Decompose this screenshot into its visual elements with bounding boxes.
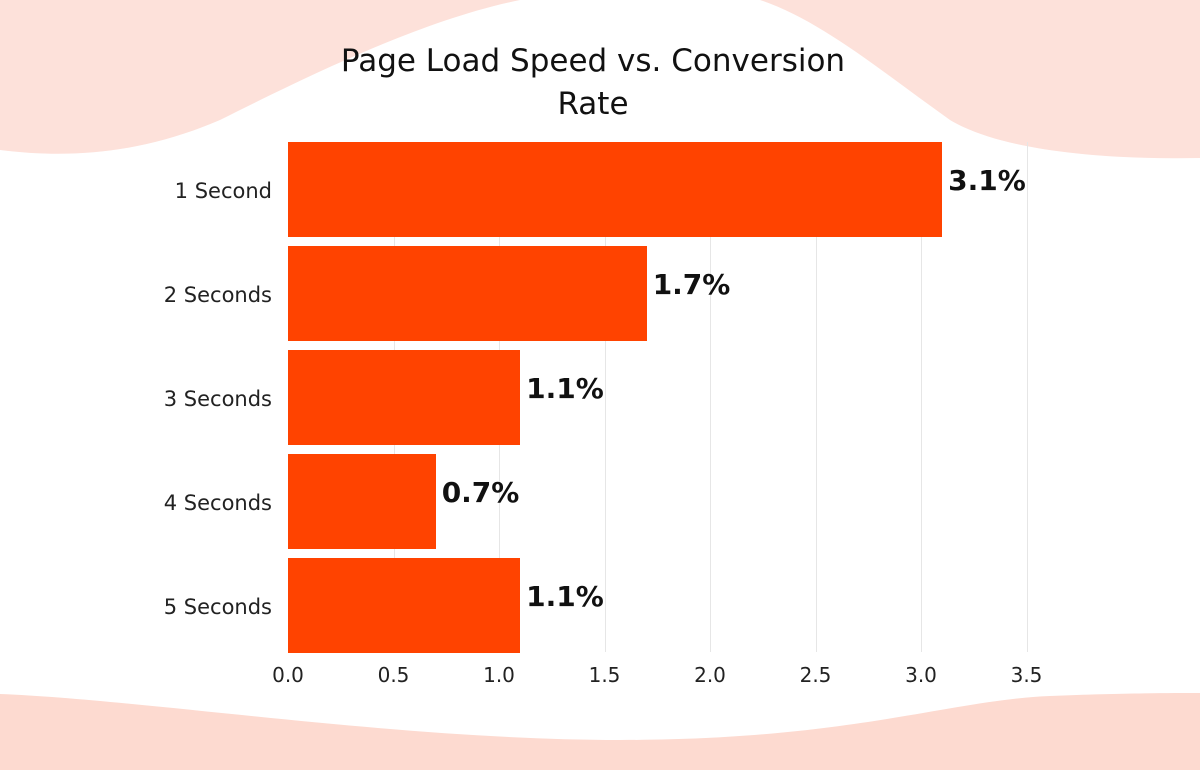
gridline [1026, 142, 1028, 652]
x-tick-label: 3.5 [1010, 663, 1043, 687]
bar-value-label: 3.1% [948, 164, 1026, 197]
bar-value-label: 1.7% [652, 268, 731, 301]
title-line-2: Rate [557, 86, 629, 122]
bar [288, 558, 521, 653]
bar [288, 142, 943, 237]
category-label: 4 Seconds [163, 491, 272, 515]
x-tick-label: 1.5 [588, 663, 621, 687]
gridline [710, 142, 711, 652]
gridline [604, 142, 606, 652]
title-line-1: Page Load Speed vs. Conversion [340, 43, 846, 79]
x-tick-label: 3.0 [905, 663, 937, 687]
bar [288, 350, 521, 445]
category-label: 2 Seconds [163, 283, 272, 307]
x-tick-label: 2.0 [694, 663, 726, 687]
x-tick-label: 2.5 [799, 663, 832, 687]
category-label: 3 Seconds [163, 387, 272, 411]
category-label: 5 Seconds [163, 595, 272, 619]
x-tick-label: 0.0 [272, 663, 304, 687]
category-label: 1 Second [174, 179, 272, 203]
gridline [921, 142, 922, 652]
bar [288, 246, 647, 341]
bar-value-label: 1.1% [526, 580, 604, 613]
x-tick-label: 1.0 [483, 663, 515, 687]
gridline [815, 142, 817, 652]
bar [288, 454, 436, 549]
bar-value-label: 0.7% [441, 476, 520, 509]
bar-value-label: 1.1% [526, 372, 604, 405]
chart-title: Page Load Speed vs. Conversion Rate [300, 40, 886, 126]
x-tick-label: 0.5 [377, 663, 410, 687]
